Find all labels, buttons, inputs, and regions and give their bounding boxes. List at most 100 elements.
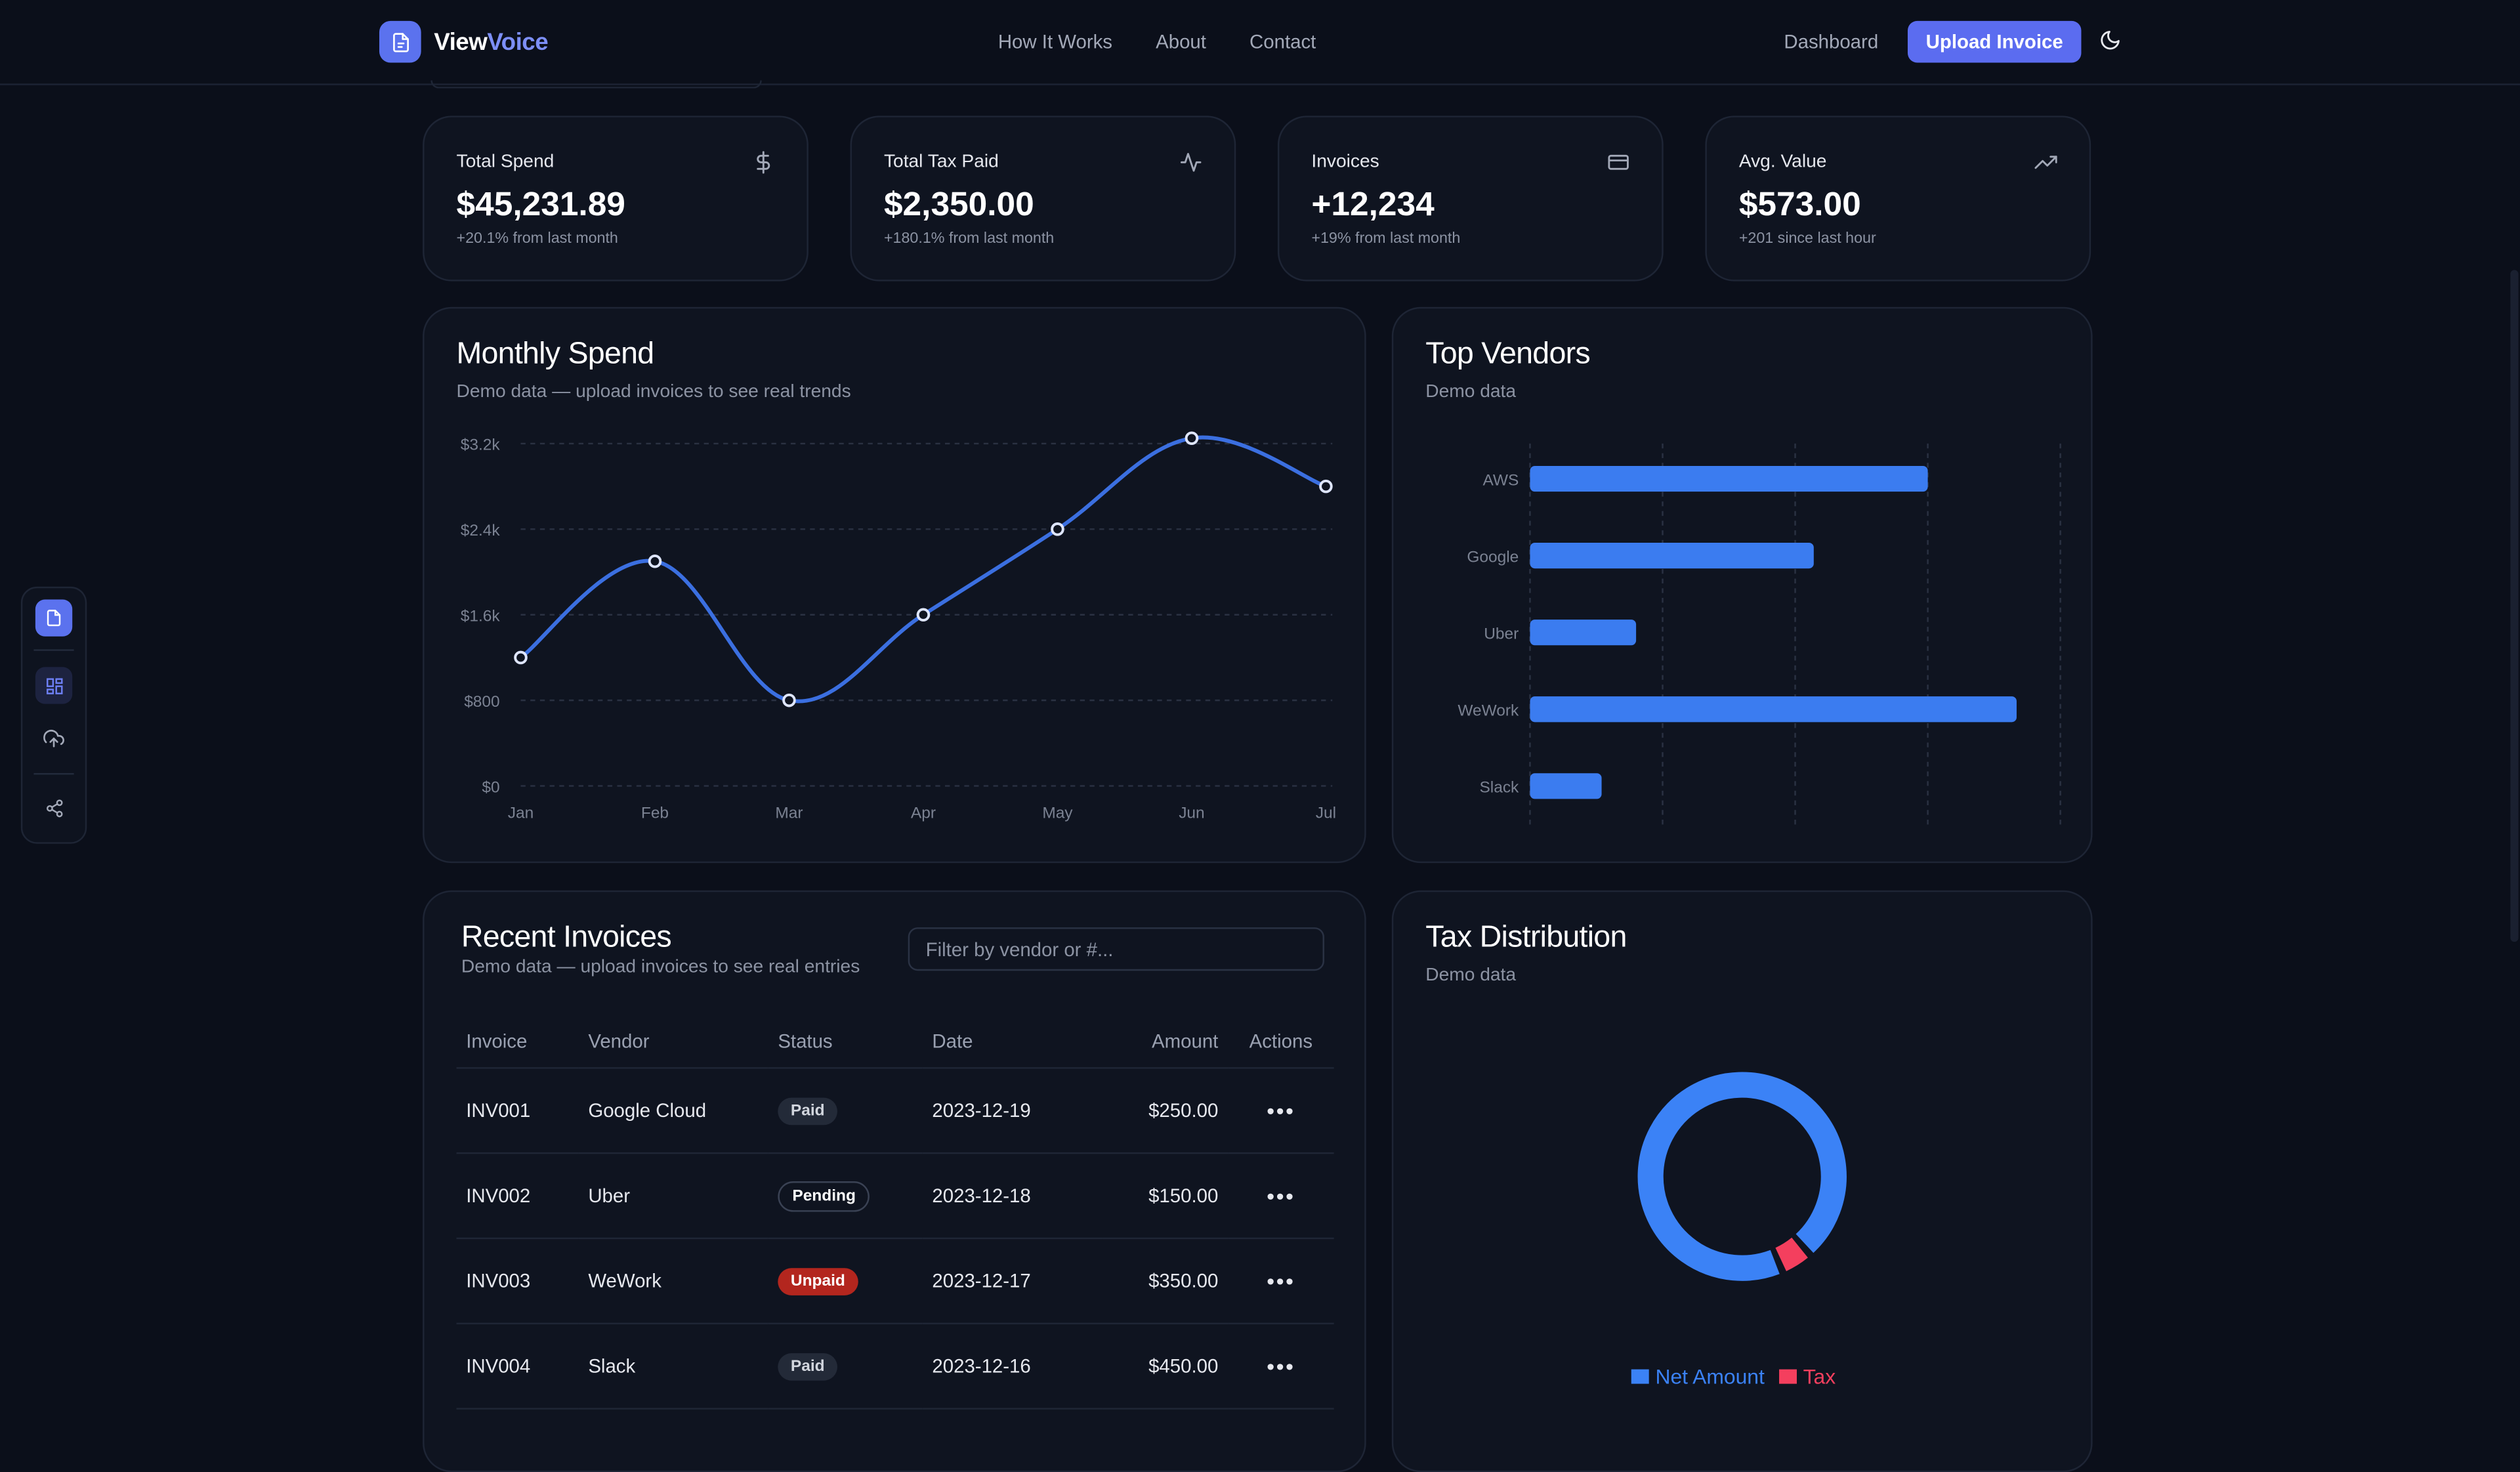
spend-line	[519, 435, 1327, 704]
stat-change: +201 since last hour	[1738, 230, 1876, 248]
y-tick-label: $800	[464, 693, 499, 711]
brand-name-accent: Voice	[487, 28, 549, 56]
y-tick-label: $2.4k	[461, 522, 501, 539]
y-tick-label: $3.2k	[461, 436, 501, 454]
nav-links: How It Works About Contact	[998, 31, 1316, 53]
table-row[interactable]: INV001 Google Cloud Paid 2023-12-19 $250…	[456, 1068, 1334, 1154]
panel-title: Monthly Spend	[456, 337, 655, 371]
invoice-id: INV004	[456, 1323, 579, 1410]
rail-divider	[33, 772, 74, 775]
panel-subtitle: Demo data	[1425, 382, 1517, 402]
legend-item-tax[interactable]: Tax	[1778, 1364, 1836, 1389]
category-label: Slack	[1479, 779, 1519, 797]
stat-title: Invoices	[1311, 152, 1379, 173]
column-header-vendor[interactable]: Vendor	[578, 1014, 768, 1069]
column-header-status[interactable]: Status	[768, 1014, 923, 1069]
nav-link-dashboard[interactable]: Dashboard	[1784, 30, 1879, 53]
tax-distribution-donut-chart	[1637, 1072, 1847, 1281]
invoice-status-cell: Paid	[768, 1068, 923, 1154]
data-point	[916, 608, 931, 622]
status-badge: Unpaid	[778, 1267, 858, 1295]
panel-title: Top Vendors	[1425, 337, 1590, 371]
nav-link-how-it-works[interactable]: How It Works	[998, 30, 1113, 53]
data-point	[1051, 522, 1064, 536]
tax-distribution-card: Tax Distribution Demo data Net Amount Ta…	[1391, 890, 2093, 1472]
invoice-vendor: Google Cloud	[578, 1068, 768, 1154]
more-horizontal-icon[interactable]: •••	[1267, 1097, 1295, 1124]
activity-icon	[1180, 153, 1202, 172]
brand-logo[interactable]: ViewVoice	[379, 20, 549, 63]
tax-slice	[1774, 1237, 1808, 1271]
panel-subtitle: Demo data — upload invoices to see real …	[461, 957, 860, 977]
stat-change: +19% from last month	[1311, 230, 1461, 248]
x-tick-label: May	[1042, 805, 1073, 822]
table-row[interactable]: INV003 WeWork Unpaid 2023-12-17 $350.00 …	[456, 1238, 1334, 1324]
rail-file-icon[interactable]	[35, 599, 73, 637]
nav-link-contact[interactable]: Contact	[1250, 30, 1316, 53]
invoice-vendor: WeWork	[578, 1238, 768, 1324]
sidebar-rail	[20, 586, 87, 844]
legend-swatch	[1631, 1369, 1649, 1384]
more-horizontal-icon[interactable]: •••	[1267, 1353, 1295, 1379]
recent-invoices-card: Recent Invoices Demo data — upload invoi…	[423, 890, 1366, 1472]
invoice-vendor: Uber	[578, 1153, 768, 1240]
invoice-status-cell: Paid	[768, 1323, 923, 1410]
vendor-bar	[1530, 773, 1602, 799]
rail-share-icon[interactable]	[35, 789, 72, 826]
page-scrollbar[interactable]	[2510, 270, 2519, 942]
stat-change: +180.1% from last month	[883, 230, 1055, 248]
x-tick-label: Jul	[1316, 805, 1336, 822]
table-row[interactable]: INV004 Slack Paid 2023-12-16 $450.00 •••	[456, 1323, 1334, 1410]
invoice-filter-input[interactable]	[908, 927, 1324, 971]
stat-card-total-spend: Total Spend $45,231.89 +20.1% from last …	[423, 116, 808, 282]
legend-item-net[interactable]: Net Amount	[1631, 1364, 1765, 1389]
x-tick-label: Mar	[775, 805, 803, 822]
column-header-amount[interactable]: Amount	[1102, 1014, 1228, 1069]
panel-subtitle: Demo data — upload invoices to see real …	[456, 382, 851, 402]
top-vendors-bar-chart: AWS Google Uber WeWork Slack	[1458, 443, 2061, 828]
rail-cloud-upload-icon[interactable]	[35, 720, 72, 757]
invoice-date: 2023-12-16	[922, 1323, 1103, 1410]
invoice-amount: $250.00	[1102, 1068, 1228, 1154]
nav-link-about[interactable]: About	[1156, 30, 1206, 53]
status-badge: Paid	[778, 1097, 838, 1125]
vendor-bar	[1530, 620, 1637, 646]
stat-value: +12,234	[1311, 186, 1435, 224]
stat-card-avg-value: Avg. Value $573.00 +201 since last hour	[1705, 116, 2091, 282]
y-tick-label: $0	[482, 778, 499, 796]
invoice-id: INV001	[456, 1068, 579, 1154]
status-badge: Pending	[778, 1180, 871, 1211]
moon-icon[interactable]	[2099, 29, 2124, 54]
more-horizontal-icon[interactable]: •••	[1267, 1268, 1295, 1294]
monthly-spend-card: Monthly Spend Demo data — upload invoice…	[423, 306, 1366, 864]
x-tick-label: Apr	[911, 805, 936, 822]
invoice-date: 2023-12-19	[922, 1068, 1103, 1154]
invoice-status-cell: Unpaid	[768, 1238, 923, 1324]
stat-value: $2,350.00	[883, 186, 1034, 224]
x-tick-label: Feb	[641, 805, 669, 822]
stat-title: Avg. Value	[1738, 152, 1827, 173]
column-header-date[interactable]: Date	[922, 1014, 1103, 1069]
stat-title: Total Spend	[456, 152, 555, 173]
credit-card-icon	[1608, 154, 1629, 170]
donut-legend: Net Amount Tax	[1631, 1364, 1836, 1389]
trending-up-icon	[2034, 156, 2057, 169]
data-point	[1185, 431, 1199, 446]
top-vendors-card: Top Vendors Demo data AWS Google Uber WeWor…	[1391, 306, 2093, 864]
legend-swatch	[1778, 1369, 1797, 1384]
data-point	[1319, 479, 1333, 494]
x-tick-label: Jan	[508, 805, 534, 822]
legend-label: Net Amount	[1655, 1364, 1765, 1389]
row-actions-cell: •••	[1228, 1238, 1334, 1324]
rail-divider	[33, 649, 74, 651]
vendor-bar	[1530, 465, 1928, 492]
vendor-bar	[1530, 696, 2017, 723]
column-header-invoice[interactable]: Invoice	[456, 1014, 579, 1069]
upload-invoice-button[interactable]: Upload Invoice	[1907, 20, 2082, 63]
more-horizontal-icon[interactable]: •••	[1267, 1183, 1295, 1209]
invoice-vendor: Slack	[578, 1323, 768, 1410]
status-badge: Paid	[778, 1352, 838, 1380]
invoice-amount: $350.00	[1102, 1238, 1228, 1324]
rail-dashboard-grid-icon[interactable]	[35, 667, 73, 704]
table-row[interactable]: INV002 Uber Pending 2023-12-18 $150.00 •…	[456, 1153, 1334, 1240]
